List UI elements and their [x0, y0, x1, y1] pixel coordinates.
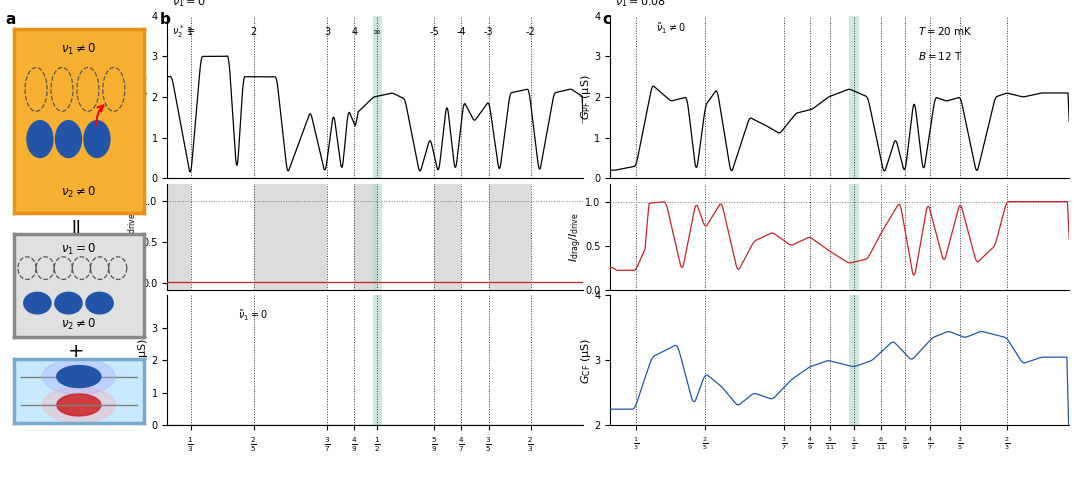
Bar: [849, 16, 859, 178]
Bar: [373, 16, 382, 178]
Circle shape: [57, 366, 100, 388]
Bar: [254, 184, 327, 290]
Text: -2: -2: [526, 27, 536, 37]
Bar: [434, 184, 461, 290]
Circle shape: [55, 120, 81, 158]
Text: $\nu_1 = 0$: $\nu_1 = 0$: [62, 241, 96, 257]
Bar: [489, 184, 530, 290]
Bar: [373, 295, 382, 425]
Y-axis label: $G_{\mathrm{CF}}$ (μS): $G_{\mathrm{CF}}$ (μS): [579, 337, 593, 383]
Text: +: +: [68, 342, 84, 361]
Circle shape: [42, 358, 116, 395]
Text: -4: -4: [457, 27, 467, 37]
Circle shape: [57, 394, 100, 416]
Text: a: a: [5, 12, 16, 27]
Circle shape: [84, 120, 110, 158]
Y-axis label: $G_{\mathrm{PF}}$ (μS): $G_{\mathrm{PF}}$ (μS): [136, 74, 150, 120]
Circle shape: [27, 120, 53, 158]
Text: $B = 12$ T: $B = 12$ T: [918, 50, 962, 62]
Text: 4: 4: [351, 27, 357, 37]
Bar: [849, 184, 859, 290]
Y-axis label: $I_{\mathrm{drag}}/I_{\mathrm{drive}}$: $I_{\mathrm{drag}}/I_{\mathrm{drive}}$: [124, 212, 140, 262]
Y-axis label: $G_{\mathrm{PF}}$ (μS): $G_{\mathrm{PF}}$ (μS): [579, 74, 593, 120]
Text: II: II: [71, 218, 81, 237]
Circle shape: [86, 292, 113, 314]
Bar: [849, 295, 859, 425]
Text: 1: 1: [188, 27, 193, 37]
Text: $\tilde{\nu}_1 \neq 0$: $\tilde{\nu}_1 \neq 0$: [656, 21, 686, 36]
Text: $\tilde{\nu}_1 = 0$: $\tilde{\nu}_1 = 0$: [238, 308, 268, 323]
Y-axis label: $G_{\mathrm{CF}}$ (μS): $G_{\mathrm{CF}}$ (μS): [136, 337, 150, 383]
Text: $\nu_2^* = $: $\nu_2^* = $: [172, 23, 194, 40]
Y-axis label: $I_{\mathrm{drag}}/I_{\mathrm{drive}}$: $I_{\mathrm{drag}}/I_{\mathrm{drive}}$: [567, 212, 583, 262]
Text: -5: -5: [429, 27, 438, 37]
Text: $T = 20$ mK: $T = 20$ mK: [918, 25, 972, 37]
Text: $\tilde{\nu}_1 = 0$: $\tilde{\nu}_1 = 0$: [172, 0, 205, 9]
Text: $\nu_2 \neq 0$: $\nu_2 \neq 0$: [62, 317, 96, 332]
Text: c: c: [603, 12, 611, 27]
Circle shape: [24, 292, 51, 314]
Text: 3: 3: [324, 27, 330, 37]
Bar: [163, 184, 190, 290]
Bar: [354, 184, 377, 290]
Circle shape: [42, 387, 116, 423]
Text: $\tilde{\nu}_1 = 0.08$: $\tilde{\nu}_1 = 0.08$: [615, 0, 666, 9]
Text: b: b: [160, 12, 171, 27]
Text: ∞: ∞: [374, 27, 381, 37]
Text: $\nu_1 \neq 0$: $\nu_1 \neq 0$: [62, 42, 96, 57]
Bar: [373, 184, 382, 290]
Text: $\nu_2 \neq 0$: $\nu_2 \neq 0$: [62, 185, 96, 200]
Text: -3: -3: [484, 27, 494, 37]
Circle shape: [55, 292, 82, 314]
Text: 2: 2: [251, 27, 257, 37]
